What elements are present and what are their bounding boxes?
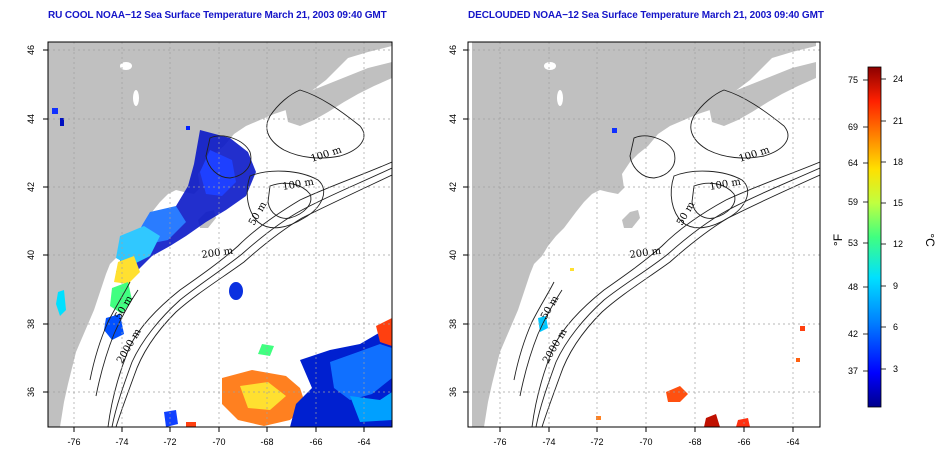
map-title-right: DECLOUDED NOAA−12 Sea Surface Temperatur…: [468, 10, 824, 21]
lat-tick-label: 46: [26, 45, 36, 55]
lon-tick-label: -68: [260, 437, 273, 447]
map-title-left: RU COOL NOAA−12 Sea Surface Temperature …: [48, 10, 387, 21]
celsius-unit-label: °C: [923, 233, 937, 247]
lon-tick-label: -76: [493, 437, 506, 447]
lon-tick-label: -74: [542, 437, 555, 447]
celsius-tick-label: 15: [893, 198, 903, 208]
grid-left: [48, 42, 392, 427]
lat-tick-labels-right: 46 44 42 40 38 36: [448, 45, 458, 397]
lat-tick-label: 40: [448, 250, 458, 260]
plot-frame: [467, 41, 821, 428]
fahrenheit-tick-label: 64: [848, 158, 858, 168]
lon-tick-label: -66: [737, 437, 750, 447]
lat-tick-label: 38: [448, 319, 458, 329]
sst-pixels-left: [52, 108, 392, 427]
fahrenheit-tick-label: 53: [848, 238, 858, 248]
colorbar-ramp: [867, 66, 882, 408]
lon-tick-label: -72: [590, 437, 603, 447]
celsius-tick-label: 6: [893, 322, 898, 332]
contour-label: 200 m: [629, 246, 662, 261]
bathymetry-contours-right: [513, 89, 820, 427]
lon-tick-label: -70: [639, 437, 652, 447]
lon-tick-label: -66: [309, 437, 322, 447]
celsius-tick-labels: 24 21 18 15 12 9 6 3: [893, 74, 903, 374]
lon-tick-label: -64: [786, 437, 799, 447]
lat-tick-label: 36: [26, 387, 36, 397]
lat-tick-label: 46: [448, 45, 458, 55]
fahrenheit-tick-label: 75: [848, 75, 858, 85]
fahrenheit-tick-label: 69: [848, 122, 858, 132]
contour-label: 200 m: [201, 246, 234, 261]
lon-tick-labels-right: -76 -74 -72 -70 -68 -66 -64: [493, 437, 799, 447]
fahrenheit-tick-label: 42: [848, 329, 858, 339]
lon-tick-label: -72: [163, 437, 176, 447]
celsius-tick-label: 21: [893, 116, 903, 126]
celsius-tick-label: 9: [893, 281, 898, 291]
lon-tick-label: -74: [115, 437, 128, 447]
lat-tick-label: 42: [448, 182, 458, 192]
colorbar: 75 69 64 59 53 48 42 37 24 21 18 15 12 9…: [831, 66, 937, 408]
map-panel-left: 100 m 100 m 50 m 200 m 50 m 2000 m -76 -…: [26, 41, 393, 447]
lat-tick-label: 38: [26, 319, 36, 329]
celsius-tick-label: 24: [893, 74, 903, 84]
lat-tick-label: 42: [26, 182, 36, 192]
lat-tick-label: 44: [448, 114, 458, 124]
celsius-tick-label: 12: [893, 239, 903, 249]
celsius-tick-label: 3: [893, 364, 898, 374]
lat-tick-label: 36: [448, 387, 458, 397]
lat-tick-label: 40: [26, 250, 36, 260]
lon-tick-label: -64: [357, 437, 370, 447]
lat-tick-labels-left: 46 44 42 40 38 36: [26, 45, 36, 397]
bathymetry-contours-left: [89, 89, 392, 427]
lon-tick-labels-left: -76 -74 -72 -70 -68 -66 -64: [67, 437, 370, 447]
fahrenheit-tick-label: 48: [848, 282, 858, 292]
lon-tick-label: -70: [212, 437, 225, 447]
plot-frame: [47, 41, 393, 428]
fahrenheit-tick-label: 37: [848, 366, 858, 376]
lat-tick-label: 44: [26, 114, 36, 124]
lon-tick-label: -76: [67, 437, 80, 447]
celsius-tick-label: 18: [893, 157, 903, 167]
grid-right: [468, 42, 820, 427]
fahrenheit-tick-label: 59: [848, 197, 858, 207]
lon-tick-label: -68: [688, 437, 701, 447]
fahrenheit-tick-labels: 75 69 64 59 53 48 42 37: [848, 75, 858, 376]
fahrenheit-unit-label: °F: [831, 234, 845, 246]
map-panel-right: 100 m 100 m 50 m 200 m 50 m 2000 m -76 -…: [448, 41, 821, 447]
